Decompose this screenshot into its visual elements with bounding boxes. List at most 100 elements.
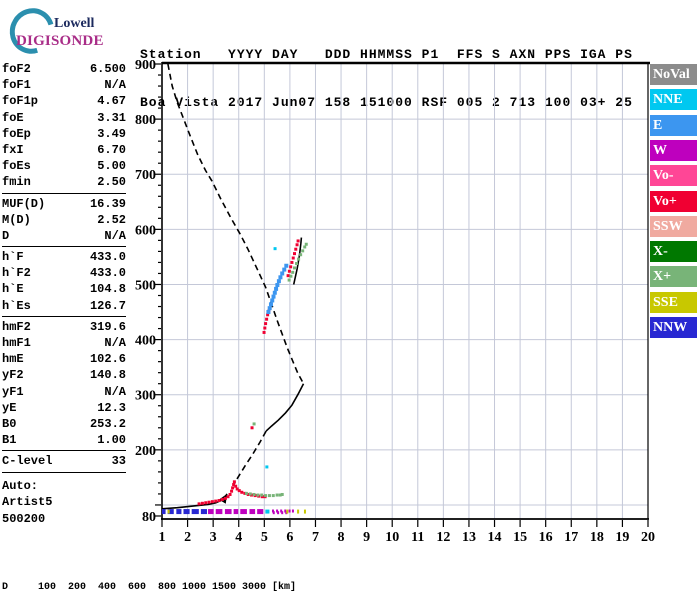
echo-trace-f-xtrace <box>287 242 308 282</box>
parameter-label: h`Es <box>2 298 31 313</box>
legend-item-e: E <box>650 114 697 136</box>
svg-text:5: 5 <box>261 530 268 545</box>
parameter-value: N/A <box>104 336 126 350</box>
parameter-row: hmE 102.6 <box>2 351 126 367</box>
svg-text:13: 13 <box>462 530 476 545</box>
echo-trace-stray-echo-green <box>252 422 256 426</box>
parameter-value: 5.00 <box>97 159 126 174</box>
logo-lowell-text: Lowell <box>54 16 95 31</box>
parameter-value: 140.8 <box>89 368 126 383</box>
svg-text:400: 400 <box>135 334 156 349</box>
svg-text:4: 4 <box>235 530 242 545</box>
parameter-row: D N/A <box>2 228 126 244</box>
echo-trace-stray-echo-cyan <box>265 247 277 469</box>
echo-trace-stray-echo-red <box>250 426 254 430</box>
parameter-group: h`F 433.0 h`F2 433.0 h`E 104.8 h`Es 126.7 <box>2 249 126 317</box>
parameter-row: hmF2 319.6 <box>2 319 126 335</box>
parameter-value: 433.0 <box>89 250 126 265</box>
parameter-value: 319.6 <box>89 319 126 334</box>
svg-text:300: 300 <box>135 389 156 404</box>
parameter-label: foEp <box>2 126 31 141</box>
svg-text:12: 12 <box>436 530 450 545</box>
parameter-value: 4.67 <box>97 94 126 109</box>
echo-trace-es-xtrace <box>244 491 284 498</box>
echo-trace-f-otrace-upper <box>286 239 300 278</box>
svg-text:6: 6 <box>286 530 293 545</box>
parameter-value: N/A <box>104 384 126 399</box>
svg-text:2: 2 <box>184 530 191 545</box>
parameter-row: hmF1 N/A <box>2 335 126 351</box>
parameter-label: C-level <box>2 454 53 469</box>
header-values-row: Boa Vista 2017 Jun07 158 151000 RSF 005 … <box>140 95 633 110</box>
parameter-value: 6.500 <box>89 62 126 76</box>
parameter-value: 253.2 <box>89 416 126 431</box>
parameter-label: hmF2 <box>2 319 31 334</box>
parameter-row: B0 253.2 <box>2 416 126 432</box>
parameter-value: 3.31 <box>97 110 126 125</box>
parameter-value: 1.00 <box>97 433 126 448</box>
svg-text:15: 15 <box>513 530 527 545</box>
legend-item-vo: Vo+ <box>650 190 697 212</box>
parameter-row: h`Es 126.7 <box>2 298 126 314</box>
parameter-row: foF1 N/A <box>2 77 126 93</box>
parameter-value: 102.6 <box>89 352 126 367</box>
legend-item-nnw: NNW <box>650 317 697 338</box>
autoscaling-line: Auto: <box>2 478 39 493</box>
parameter-label: B1 <box>2 433 17 448</box>
parameter-group: foF2 6.500 foF1 N/A foF1p 4.67 foE 3.31 foEp 3.49… <box>2 61 126 194</box>
parameter-row: foEs 5.00 <box>2 158 126 174</box>
parameter-value: 126.7 <box>89 298 126 313</box>
legend-item-ssw: SSW <box>650 215 697 237</box>
svg-text:9: 9 <box>363 530 370 545</box>
parameter-row: h`F2 433.0 <box>2 265 126 281</box>
parameter-row: fxI 6.70 <box>2 142 126 158</box>
parameter-value: 6.70 <box>97 142 126 157</box>
legend-item-w: W <box>650 139 697 161</box>
echo-traces <box>197 239 308 506</box>
parameter-label: yE <box>2 400 17 415</box>
parameter-value: 2.52 <box>97 212 126 227</box>
echo-trace-es-otrace <box>197 480 267 506</box>
parameter-label: hmF1 <box>2 336 31 350</box>
parameter-label: D <box>2 228 10 243</box>
distance-row: D 100 200 400 600 800 1000 1500 3000 [km… <box>2 582 297 593</box>
parameter-row: fmin 2.50 <box>2 174 126 190</box>
y-axis-labels: 900 800 700 600 500 400 300 200 80 <box>135 58 156 525</box>
parameter-label: foF2 <box>2 62 31 76</box>
parameter-label: yF1 <box>2 384 24 399</box>
parameter-label: MUF(D) <box>2 196 46 211</box>
parameter-label: h`E <box>2 282 24 297</box>
grid <box>162 64 648 519</box>
parameter-row: C-level 33 <box>2 453 126 469</box>
echo-trace-f-middle-oblique <box>266 263 289 315</box>
parameter-group: hmF2 319.6 hmF1 N/A hmE 102.6 yF2 140.8 yF1 N/A yE… <box>2 319 126 452</box>
parameter-value: 12.3 <box>97 400 126 415</box>
axes <box>161 61 650 520</box>
noise-band <box>162 509 306 515</box>
svg-text:19: 19 <box>615 530 629 545</box>
autoscaling-line: Artist5 <box>2 495 53 509</box>
parameter-label: foF1 <box>2 78 31 93</box>
svg-text:700: 700 <box>135 168 156 183</box>
svg-text:10: 10 <box>385 530 399 545</box>
parameter-row: MUF(D) 16.39 <box>2 196 126 212</box>
parameter-value: 2.50 <box>97 175 126 190</box>
logo-digisonde-text: DIGISONDE <box>16 33 104 49</box>
parameter-row: yE 12.3 <box>2 400 126 416</box>
parameter-row: foF1p 4.67 <box>2 93 126 109</box>
bottom-readout: D 100 200 400 600 800 1000 1500 3000 [km… <box>2 555 687 600</box>
scaled-parameters-panel: foF2 6.500 foF1 N/A foF1p 4.67 foE 3.31 foEp 3.49… <box>2 61 126 527</box>
svg-text:80: 80 <box>142 510 156 525</box>
svg-text:3: 3 <box>210 530 217 545</box>
profile-topside-extrapolation <box>167 63 305 385</box>
svg-text:500: 500 <box>135 278 156 293</box>
parameter-label: M(D) <box>2 212 31 227</box>
x-axis-ticks: 1 2 3 4 5 6 7 8 9 10 11 12 13 14 15 16 17 18 19 20 <box>159 520 655 545</box>
profile-f-bottomside-profile <box>265 383 305 432</box>
legend-item-noval: NoVal <box>650 64 697 85</box>
parameter-row: foEp 3.49 <box>2 126 126 142</box>
parameter-label: hmE <box>2 352 24 367</box>
svg-text:16: 16 <box>539 530 553 545</box>
svg-text:900: 900 <box>135 58 156 73</box>
parameter-value: N/A <box>104 78 126 93</box>
